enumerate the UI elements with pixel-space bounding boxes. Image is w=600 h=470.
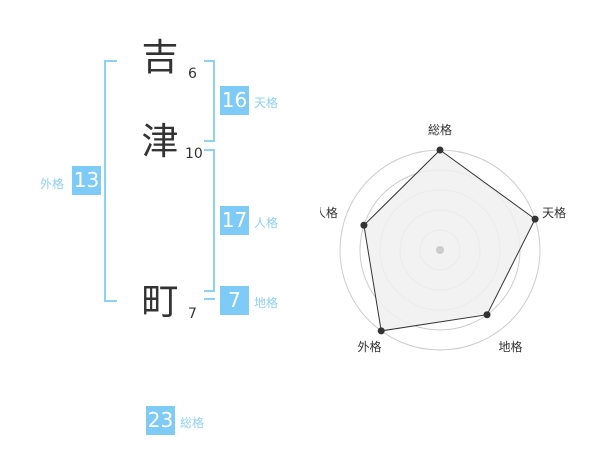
- name-char-2: 津: [141, 120, 179, 163]
- chikaku-label: 地格: [254, 296, 279, 310]
- radar-area: [363, 149, 536, 332]
- radar-axis-label: 地格: [499, 339, 523, 354]
- gaikaku-bracket: [104, 60, 117, 302]
- radar-center: [436, 246, 444, 254]
- radar-point-2: [531, 215, 539, 223]
- radar-point-5: [360, 221, 368, 229]
- gaikaku-label: 外格: [40, 177, 65, 191]
- radar-point-3: [483, 311, 491, 319]
- tenkaku-bracket: [204, 60, 215, 142]
- radar-point-4: [377, 327, 385, 335]
- gaikaku-value: 13: [72, 166, 101, 195]
- name-char-3: 町: [141, 280, 179, 323]
- chikaku-value: 7: [220, 286, 249, 315]
- jinkaku-bracket: [204, 149, 215, 292]
- name-char-1: 吉: [141, 36, 179, 79]
- chikaku-connector: [204, 298, 215, 300]
- radar-point-1: [436, 146, 444, 154]
- radar-axis-label: 天格: [542, 205, 566, 220]
- radar-axis-label: 総格: [428, 122, 452, 137]
- soukaku-label: 総格: [180, 416, 205, 430]
- tenkaku-label: 天格: [254, 96, 279, 110]
- stroke-count-2: 10: [185, 146, 203, 162]
- stroke-count-1: 6: [188, 66, 197, 82]
- soukaku-value: 23: [146, 406, 175, 435]
- tenkaku-value: 16: [220, 86, 249, 115]
- jinkaku-value: 17: [220, 206, 249, 235]
- stroke-count-3: 7: [188, 306, 197, 322]
- radar-axis-label: 人格: [320, 205, 338, 220]
- jinkaku-label: 人格: [254, 216, 279, 230]
- radar-axis-label: 外格: [357, 339, 381, 354]
